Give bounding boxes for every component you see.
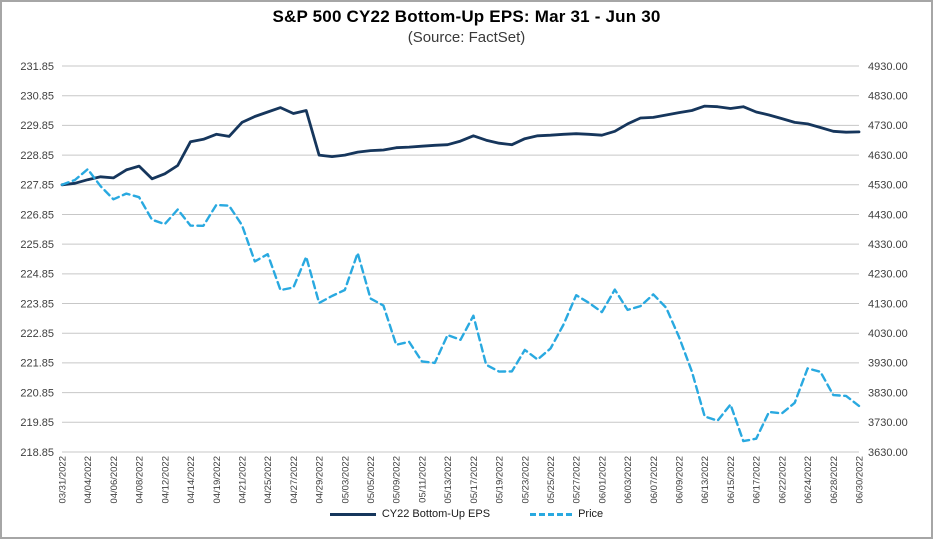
- chart-title: S&P 500 CY22 Bottom-Up EPS: Mar 31 - Jun…: [272, 7, 661, 26]
- left-axis-tick-label: 221.85: [20, 358, 54, 370]
- x-axis-tick-label: 06/22/2022: [777, 456, 788, 504]
- x-axis-tick-label: 05/17/2022: [469, 456, 480, 504]
- left-axis-tick-label: 219.85: [20, 417, 54, 429]
- right-axis-tick-label: 4830.00: [868, 90, 908, 102]
- left-axis-tick-label: 220.85: [20, 387, 54, 399]
- x-axis-tick-label: 04/04/2022: [83, 456, 94, 504]
- legend-eps-label: CY22 Bottom-Up EPS: [381, 508, 491, 520]
- right-axis-tick-label: 3930.00: [868, 358, 908, 370]
- x-axis-tick-label: 05/09/2022: [392, 456, 403, 504]
- left-axis-tick-label: 224.85: [20, 269, 54, 281]
- x-axis-tick-label: 06/28/2022: [829, 456, 840, 504]
- x-axis-tick-label: 04/25/2022: [263, 456, 274, 504]
- x-axis-tick-label: 06/09/2022: [675, 456, 686, 504]
- x-axis-tick-label: 04/14/2022: [186, 456, 197, 504]
- right-axis-tick-label: 4430.00: [868, 209, 908, 221]
- left-axis-tick-label: 225.85: [20, 239, 54, 251]
- right-axis-tick-label: 4330.00: [868, 239, 908, 251]
- left-axis-tick-label: 230.85: [20, 90, 54, 102]
- left-axis-tick-label: 229.85: [20, 120, 54, 132]
- right-axis-tick-label: 4230.00: [868, 269, 908, 281]
- left-axis-tick-label: 218.85: [20, 447, 54, 459]
- x-axis-tick-label: 05/13/2022: [443, 456, 454, 504]
- left-axis-tick-label: 227.85: [20, 180, 54, 192]
- legend-price-label: Price: [578, 508, 604, 520]
- x-axis-tick-label: 05/25/2022: [546, 456, 557, 504]
- x-axis-tick-label: 04/29/2022: [315, 456, 326, 504]
- x-axis-tick-label: 05/03/2022: [340, 456, 351, 504]
- x-axis-tick-label: 06/03/2022: [623, 456, 634, 504]
- x-axis-tick-label: 03/31/2022: [58, 456, 69, 504]
- x-axis-tick-label: 04/06/2022: [109, 456, 120, 504]
- x-axis-tick-label: 04/08/2022: [135, 456, 146, 504]
- left-axis-tick-label: 228.85: [20, 150, 54, 162]
- right-axis-tick-label: 4030.00: [868, 328, 908, 340]
- x-axis-tick-label: 04/27/2022: [289, 456, 300, 504]
- right-axis-tick-label: 4730.00: [868, 120, 908, 132]
- x-axis-tick-label: 06/13/2022: [700, 456, 711, 504]
- right-axis-tick-label: 3830.00: [868, 387, 908, 399]
- right-axis-tick-label: 3630.00: [868, 447, 908, 459]
- eps-line-swatch-icon: [329, 512, 376, 516]
- x-axis-tick-label: 04/12/2022: [160, 456, 171, 504]
- legend-item-price: Price: [530, 508, 603, 520]
- x-axis-tick-label: 05/27/2022: [572, 456, 583, 504]
- price-line-swatch-icon: [530, 512, 573, 516]
- x-axis-tick-label: 06/30/2022: [855, 456, 866, 504]
- x-axis-tick-label: 05/05/2022: [366, 456, 377, 504]
- x-axis-tick-label: 06/01/2022: [597, 456, 608, 504]
- x-axis-tick-label: 05/11/2022: [417, 456, 428, 503]
- eps-line: [60, 104, 861, 187]
- x-axis-tick-label: 04/19/2022: [212, 456, 223, 504]
- legend: CY22 Bottom-Up EPS Price: [0, 508, 933, 520]
- left-axis-tick-label: 226.85: [20, 209, 54, 221]
- x-axis-tick-label: 06/07/2022: [649, 456, 660, 504]
- right-axis-tick-label: 4930.00: [868, 61, 908, 73]
- x-axis-tick-label: 06/24/2022: [803, 456, 814, 504]
- left-axis-tick-label: 222.85: [20, 328, 54, 340]
- x-axis-tick-label: 06/15/2022: [726, 456, 737, 504]
- right-axis-tick-label: 4630.00: [868, 150, 908, 162]
- x-axis-tick-label: 05/23/2022: [520, 456, 531, 504]
- right-axis-tick-label: 4530.00: [868, 180, 908, 192]
- x-axis-tick-label: 06/17/2022: [752, 456, 763, 504]
- x-axis-tick-label: 04/21/2022: [238, 456, 249, 504]
- left-axis-tick-label: 231.85: [20, 61, 54, 73]
- legend-item-eps: CY22 Bottom-Up EPS: [329, 508, 491, 520]
- title-block: S&P 500 CY22 Bottom-Up EPS: Mar 31 - Jun…: [0, 7, 933, 46]
- right-axis-tick-label: 4130.00: [868, 298, 908, 310]
- right-axis-tick-label: 3730.00: [868, 417, 908, 429]
- left-axis-tick-label: 223.85: [20, 298, 54, 310]
- x-axis-tick-label: 05/19/2022: [495, 456, 506, 504]
- price-line: [60, 167, 861, 443]
- chart-subtitle: (Source: FactSet): [407, 29, 526, 46]
